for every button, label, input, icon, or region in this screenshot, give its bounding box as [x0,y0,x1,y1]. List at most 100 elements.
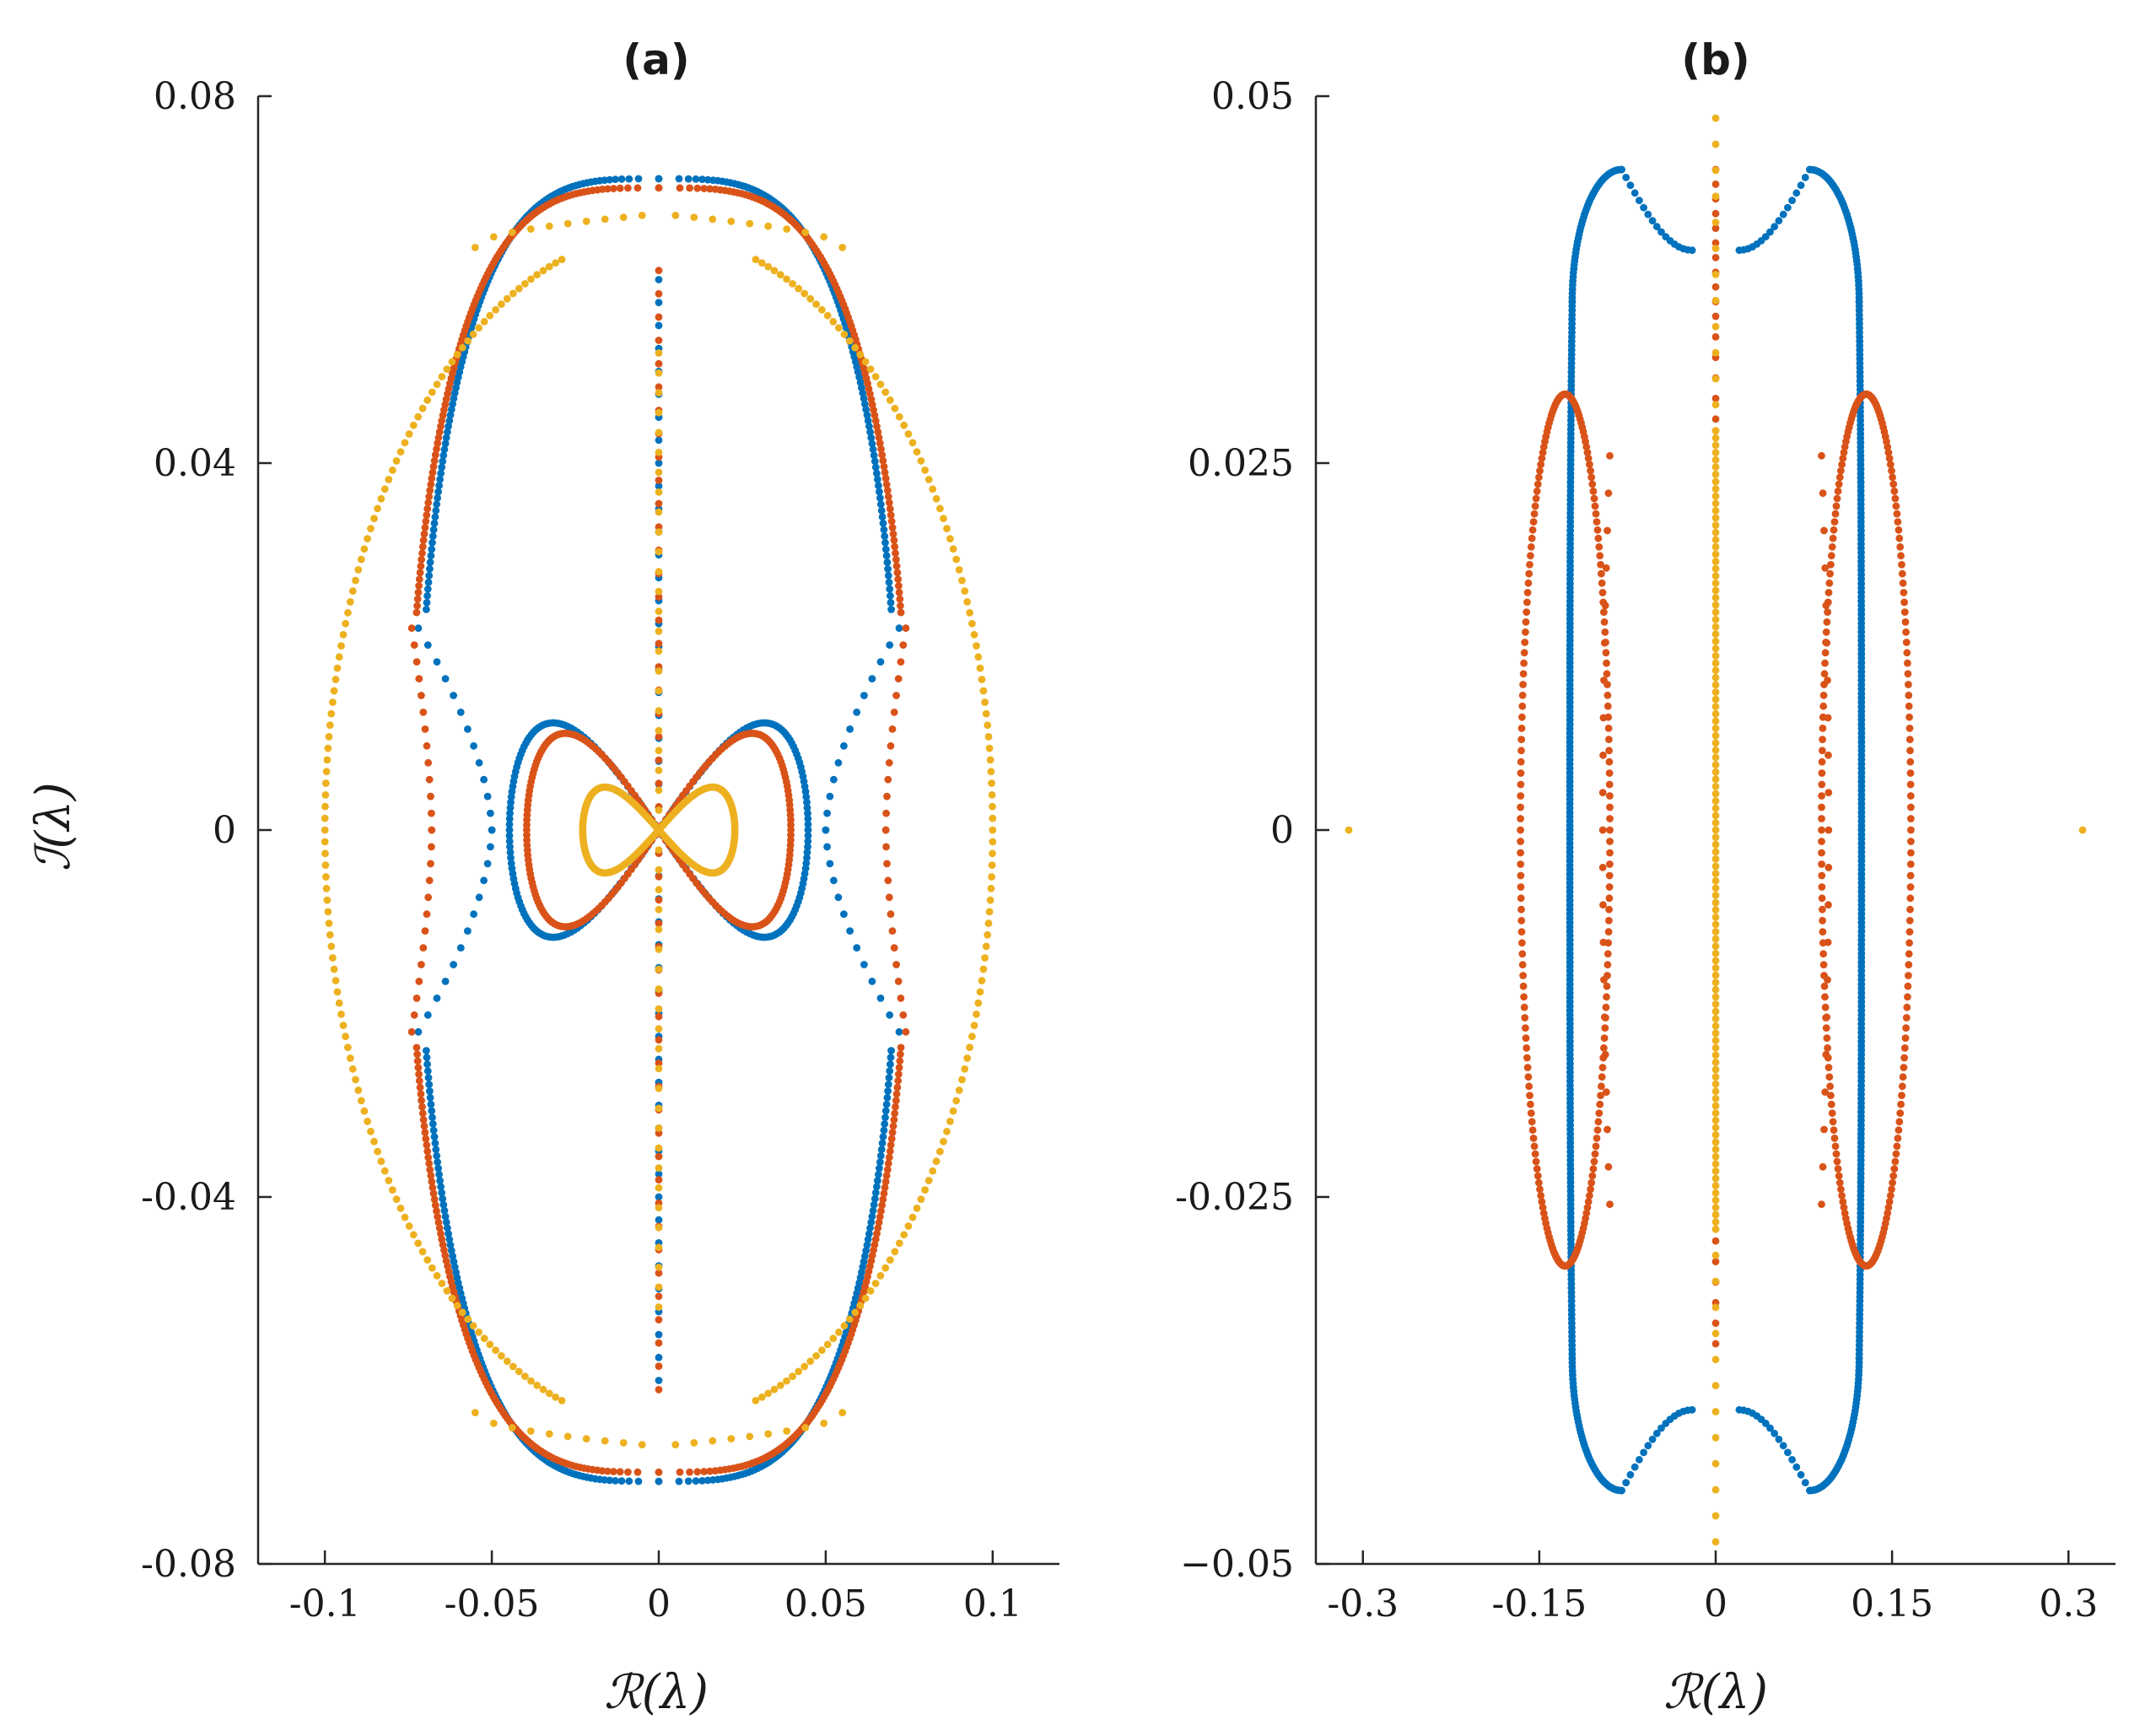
data-point-yellow [655,1204,663,1212]
data-point-blue [870,451,878,460]
data-point-blue [1657,1424,1665,1432]
data-point-yellow [475,324,482,332]
data-point-yellow [464,337,472,345]
data-point-red [1595,543,1603,551]
data-point-red [1839,1198,1847,1205]
data-point-yellow [929,485,937,493]
data-point-yellow [471,244,479,251]
data-point-yellow [486,311,494,320]
data-point-yellow [337,642,345,650]
data-point-yellow [963,1054,972,1062]
data-point-blue [437,1183,445,1191]
data-point-yellow [1711,695,1720,704]
data-point-blue [428,1120,437,1128]
data-point-red [420,1122,428,1130]
data-point-yellow [443,1287,451,1295]
data-point-yellow [414,412,423,421]
data-point-yellow [405,430,413,438]
data-point-red [1527,1109,1535,1117]
data-point-red [1840,1204,1848,1211]
data-point-yellow [1711,114,1720,122]
data-point-red [1831,509,1840,518]
data-point-red [1603,670,1611,678]
data-point-yellow [924,476,933,483]
data-point-red [415,575,423,584]
data-point-yellow [812,300,820,308]
data-point-red [693,184,702,192]
data-point-yellow [1711,1485,1720,1494]
y-tick-label: -0.08 [141,1543,236,1586]
data-point-red [1834,488,1842,495]
data-point-yellow [558,256,566,263]
data-point-yellow [655,786,663,795]
data-point-yellow [1711,1382,1720,1389]
data-point-red [655,593,663,601]
data-point-red [885,499,893,507]
data-point-red [1824,677,1831,684]
data-point-yellow [321,838,329,846]
data-point-red [434,1213,442,1221]
data-point-yellow [979,687,988,695]
data-point-red [1905,681,1912,688]
data-point-yellow [360,1107,369,1115]
data-point-yellow [405,1222,413,1230]
data-point-red [1885,1198,1894,1205]
data-point-red [1518,961,1527,969]
data-point-yellow [924,1177,933,1184]
data-point-blue [439,1200,448,1209]
data-point-yellow [789,1372,796,1380]
data-point-yellow [418,404,427,412]
data-point-yellow [428,388,436,396]
data-point-red [1818,838,1825,845]
data-point-yellow [492,1346,499,1355]
data-point-yellow [709,215,717,224]
data-point-red [1905,713,1914,721]
data-point-blue [881,1113,889,1122]
data-point-red [887,517,896,526]
data-point-yellow [970,631,978,639]
data-point-blue [431,1139,439,1147]
data-point-red [1602,564,1610,572]
data-point-yellow [876,1272,885,1280]
data-point-yellow [943,1128,951,1135]
data-point-red [655,1292,663,1301]
data-point-yellow [1711,644,1720,653]
data-point-red [1518,691,1527,699]
data-point-red [1824,976,1831,984]
data-point-yellow [952,555,961,563]
data-point-red [1824,714,1832,722]
data-point-red [1598,826,1607,834]
data-point-yellow [940,1137,947,1146]
data-point-blue [655,1216,663,1224]
panel-a-data-points [321,175,997,1485]
data-point-red [1885,455,1894,462]
data-point-red [1891,494,1900,503]
data-point-blue [655,299,663,307]
data-point-blue [1630,1463,1639,1471]
data-point-red [437,1230,445,1237]
data-point-red [1824,938,1832,946]
data-point-yellow [2078,826,2087,834]
data-point-red [1601,628,1609,636]
data-point-red [417,562,425,570]
data-point-red [1895,534,1904,542]
data-point-red [1829,1118,1837,1126]
data-point-yellow [783,1377,790,1385]
data-point-blue [655,1377,663,1384]
data-point-yellow [443,365,451,373]
data-point-red [421,725,429,733]
data-point-red [1526,561,1533,569]
data-point-red [428,474,436,483]
data-point-red [1537,1192,1545,1200]
data-point-red [1824,589,1833,596]
data-point-yellow [333,988,342,996]
data-point-blue [432,506,440,515]
data-point-blue [1618,1486,1625,1495]
data-point-red [413,601,421,610]
data-point-red [1530,1142,1539,1151]
data-point-red [1834,1165,1842,1173]
data-point-red [875,434,883,442]
data-point-yellow [655,528,663,536]
data-point-red [633,1468,642,1476]
data-point-yellow [448,358,456,366]
